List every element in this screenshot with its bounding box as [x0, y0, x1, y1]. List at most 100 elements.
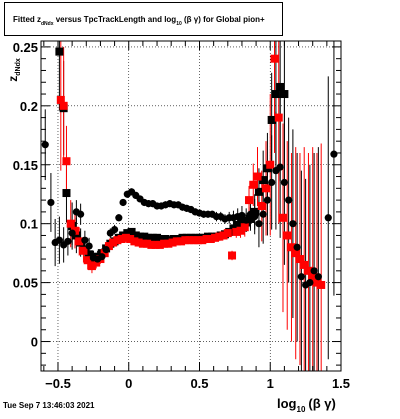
data-point-square — [237, 218, 246, 227]
data-point-square — [259, 176, 268, 185]
data-point-circle — [263, 196, 272, 204]
data-point-square — [140, 232, 149, 241]
data-point-square — [274, 113, 283, 122]
data-point-square — [254, 187, 263, 196]
data-point-circle — [85, 242, 93, 250]
data-point-square — [245, 196, 254, 205]
data-point-square — [211, 233, 220, 242]
data-point-square — [160, 239, 169, 248]
data-point-square — [123, 229, 132, 238]
data-point-square — [266, 160, 275, 169]
data-point-square — [233, 220, 242, 229]
data-point-square — [104, 242, 113, 251]
data-point-square — [136, 232, 145, 241]
data-point-circle — [41, 141, 49, 149]
data-point-square — [278, 213, 287, 222]
y-tick-label: 0 — [31, 335, 38, 350]
data-point-circle — [259, 210, 267, 218]
data-point-square — [131, 231, 140, 240]
data-point-circle — [310, 267, 318, 275]
data-point-circle — [285, 196, 293, 204]
data-point-square — [126, 235, 135, 243]
data-point-square — [250, 207, 259, 216]
data-point-circle — [251, 213, 259, 221]
data-point-circle — [289, 220, 297, 228]
data-point-circle — [306, 279, 314, 287]
data-point-square — [267, 115, 276, 124]
x-tick-label: 1 — [267, 376, 274, 391]
x-axis-label: log10 (β γ) — [277, 396, 336, 414]
data-point-square — [87, 262, 96, 271]
data-point-square — [300, 260, 309, 269]
y-axis-label-main: z — [6, 76, 20, 82]
data-point-square — [70, 226, 79, 235]
data-point-square — [206, 235, 215, 243]
data-point-square — [276, 82, 285, 91]
y-tick-label: 0.25 — [13, 40, 38, 55]
data-point-circle — [297, 273, 305, 281]
data-point-square — [85, 250, 94, 259]
data-point-square — [283, 231, 292, 240]
data-point-square — [185, 236, 194, 245]
data-point-square — [113, 236, 122, 245]
data-point-square — [168, 238, 177, 247]
data-point-square — [100, 249, 109, 258]
x-tick-label: −0.5 — [45, 376, 71, 391]
data-point-square — [117, 235, 126, 243]
data-point-circle — [119, 198, 127, 207]
data-point-square — [148, 233, 157, 242]
data-point-circle — [77, 210, 85, 218]
data-point-square — [138, 239, 147, 248]
data-point-square — [232, 227, 241, 236]
data-point-circle — [68, 229, 76, 237]
data-point-circle — [64, 237, 72, 245]
title-log-subscript: 10 — [176, 21, 182, 27]
data-point-circle — [115, 214, 123, 222]
data-point-square — [134, 238, 143, 247]
data-point-circle — [314, 273, 322, 281]
data-point-square — [62, 157, 71, 166]
data-point-circle — [268, 178, 276, 187]
data-point-square — [240, 223, 249, 232]
data-point-square — [143, 239, 152, 248]
data-point-square — [257, 202, 266, 210]
data-point-square — [223, 229, 232, 238]
data-point-square — [228, 251, 237, 260]
y-axis-label-sub: dNdx — [15, 58, 22, 76]
data-point-square — [181, 236, 190, 245]
data-point-circle — [110, 225, 119, 234]
data-point-square — [66, 219, 75, 228]
data-point-circle — [280, 178, 288, 187]
data-point-square — [202, 235, 211, 243]
data-point-square — [153, 233, 162, 242]
y-tick-label: 0.2 — [20, 99, 38, 114]
data-point-square — [312, 278, 321, 287]
data-point-circle — [324, 214, 332, 222]
data-point-circle — [102, 246, 110, 254]
data-point-square — [164, 239, 173, 248]
data-point-circle — [255, 220, 263, 228]
data-point-square — [317, 280, 326, 289]
plot-frame — [40, 40, 342, 372]
data-point-square — [130, 237, 139, 246]
data-point-square — [157, 235, 166, 243]
data-point-circle — [47, 198, 55, 207]
data-point-square — [172, 237, 181, 246]
data-point-square — [109, 238, 118, 247]
x-axis-label-suffix: (β γ) — [308, 396, 335, 411]
x-tick-label: 1.5 — [332, 376, 350, 391]
data-point-square — [72, 231, 81, 240]
data-point-square — [55, 47, 64, 56]
data-point-circle — [276, 163, 284, 171]
data-point-circle — [81, 236, 89, 244]
x-tick-label: 0 — [125, 376, 132, 391]
data-markers — [41, 47, 338, 289]
data-point-square — [304, 266, 313, 275]
data-point-circle — [98, 253, 106, 261]
data-point-square — [59, 101, 68, 110]
data-point-square — [198, 236, 207, 245]
y-tick-label: 0.15 — [13, 158, 38, 173]
data-point-square — [62, 189, 71, 198]
data-point-square — [249, 180, 258, 189]
